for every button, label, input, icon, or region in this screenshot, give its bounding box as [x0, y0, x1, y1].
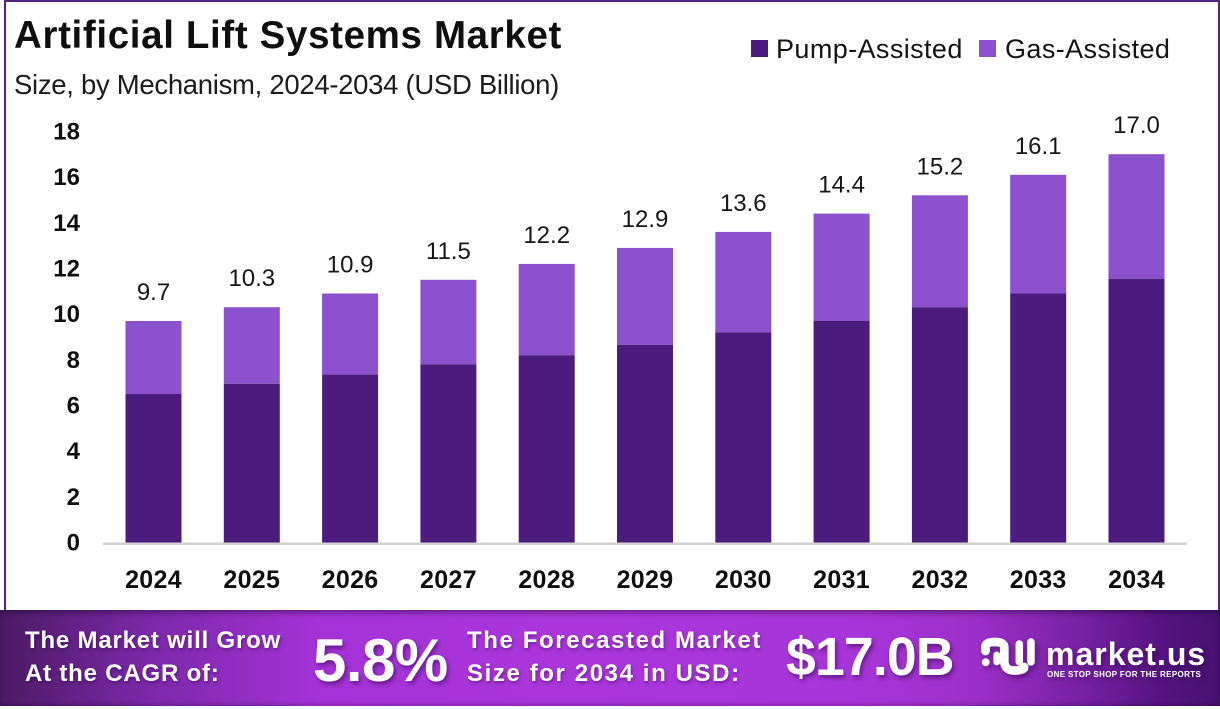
- svg-text:15.2: 15.2: [917, 153, 964, 180]
- svg-text:10.9: 10.9: [327, 252, 374, 279]
- svg-text:0: 0: [67, 530, 80, 557]
- svg-text:9.7: 9.7: [137, 279, 170, 306]
- svg-text:18: 18: [53, 118, 80, 145]
- svg-text:4: 4: [67, 438, 81, 465]
- svg-text:2028: 2028: [518, 566, 575, 594]
- svg-text:2030: 2030: [715, 566, 772, 594]
- svg-text:13.6: 13.6: [720, 190, 767, 217]
- svg-text:12.2: 12.2: [523, 222, 570, 249]
- svg-text:2027: 2027: [420, 566, 477, 594]
- svg-text:2026: 2026: [322, 566, 379, 594]
- svg-text:16: 16: [53, 164, 80, 191]
- svg-text:16.1: 16.1: [1015, 133, 1062, 160]
- svg-text:2033: 2033: [1010, 566, 1067, 594]
- svg-text:2024: 2024: [125, 566, 182, 594]
- svg-text:2: 2: [67, 484, 80, 511]
- svg-text:2034: 2034: [1108, 566, 1165, 594]
- svg-text:6: 6: [67, 393, 80, 420]
- svg-text:12: 12: [53, 255, 80, 282]
- svg-text:2029: 2029: [617, 566, 674, 594]
- svg-text:8: 8: [67, 347, 80, 374]
- svg-text:2031: 2031: [813, 566, 870, 594]
- svg-text:ONE STOP SHOP FOR THE REPORTS: ONE STOP SHOP FOR THE REPORTS: [1047, 670, 1201, 679]
- svg-text:2032: 2032: [911, 566, 968, 594]
- svg-text:2025: 2025: [223, 566, 280, 594]
- svg-text:14: 14: [53, 210, 80, 237]
- svg-text:14.4: 14.4: [818, 172, 865, 199]
- svg-text:market.us: market.us: [1046, 636, 1206, 672]
- svg-text:17.0: 17.0: [1113, 112, 1160, 139]
- svg-text:10: 10: [53, 301, 80, 328]
- svg-text:10.3: 10.3: [228, 265, 275, 292]
- svg-text:11.5: 11.5: [426, 238, 471, 265]
- svg-text:12.9: 12.9: [622, 206, 669, 233]
